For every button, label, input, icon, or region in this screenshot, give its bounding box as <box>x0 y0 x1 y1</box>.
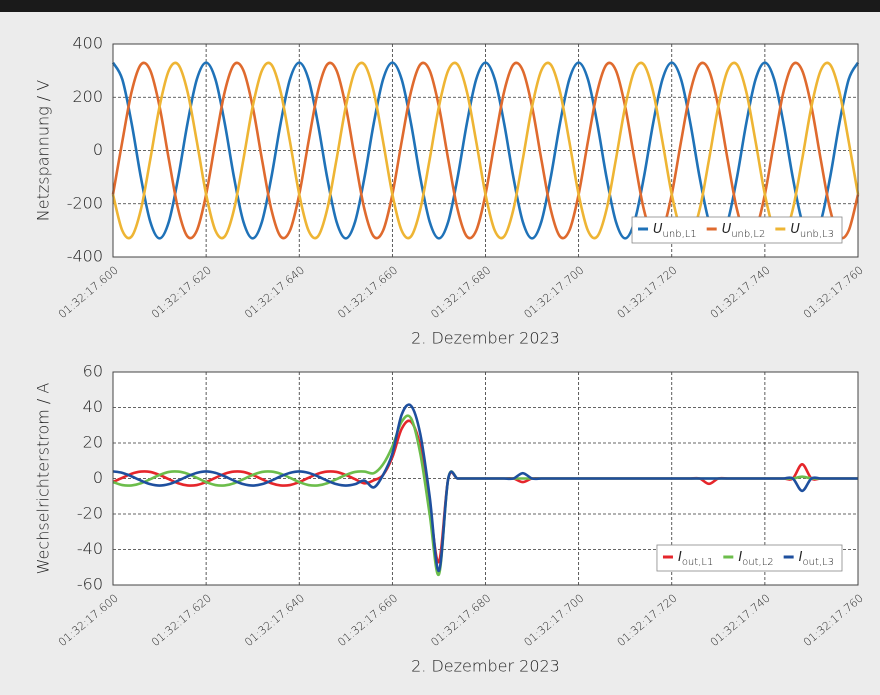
y-tick-label: 200 <box>72 87 103 106</box>
y-tick-label: -60 <box>77 575 103 594</box>
legend-subscript: unb,L1 <box>663 229 697 240</box>
y-tick-label: 400 <box>72 34 103 53</box>
legend: Uunb,L1 Uunb,L2 Uunb,L3 <box>631 216 843 244</box>
plot-border <box>112 371 859 586</box>
legend-subscript: out,L3 <box>803 557 835 568</box>
y-tick-label: 0 <box>93 140 103 159</box>
series-line <box>112 403 858 573</box>
y-tick-label: 60 <box>83 362 103 381</box>
x-axis-label: 2. Dezember 2023 <box>411 657 560 676</box>
legend-label: Uunb,L2 <box>722 222 766 241</box>
legend-name: I <box>678 550 682 565</box>
plot-lines <box>112 403 858 576</box>
legend-box <box>656 544 843 572</box>
y-tick-label: 20 <box>83 433 103 452</box>
legend-label: Uunb,L3 <box>790 222 834 241</box>
legend-box <box>631 216 843 244</box>
legend-label: Iout,L3 <box>799 550 834 569</box>
x-axis-label: 2. Dezember 2023 <box>411 329 560 348</box>
series-line <box>111 61 860 240</box>
legend-name: U <box>790 222 800 237</box>
y-tick-label: -400 <box>67 247 103 266</box>
legend-name: U <box>722 222 732 237</box>
legend-name: I <box>738 550 742 565</box>
legend-subscript: unb,L2 <box>731 229 765 240</box>
plot-border <box>112 43 859 258</box>
y-tick-label: 0 <box>93 468 103 487</box>
legend: Iout,L1 Iout,L2 Iout,L3 <box>656 544 843 572</box>
y-axis-label: Wechselrichterstrom / A <box>34 383 53 575</box>
legend-label: Iout,L2 <box>738 550 773 569</box>
legend-subscript: out,L2 <box>742 557 774 568</box>
y-tick-label: -20 <box>77 504 103 523</box>
y-tick-label: -40 <box>77 539 103 558</box>
legend-subscript: out,L1 <box>682 557 714 568</box>
y-axis-label: Netzspannung / V <box>34 80 53 222</box>
legend-label: Uunb,L1 <box>653 222 697 241</box>
legend-subscript: unb,L3 <box>800 229 834 240</box>
legend-name: U <box>653 222 663 237</box>
plot-lines <box>111 61 860 240</box>
y-tick-label: 40 <box>83 397 103 416</box>
legend-name: I <box>799 550 803 565</box>
top-bar <box>0 0 880 12</box>
y-tick-label: -200 <box>67 193 103 212</box>
legend-label: Iout,L1 <box>678 550 713 569</box>
